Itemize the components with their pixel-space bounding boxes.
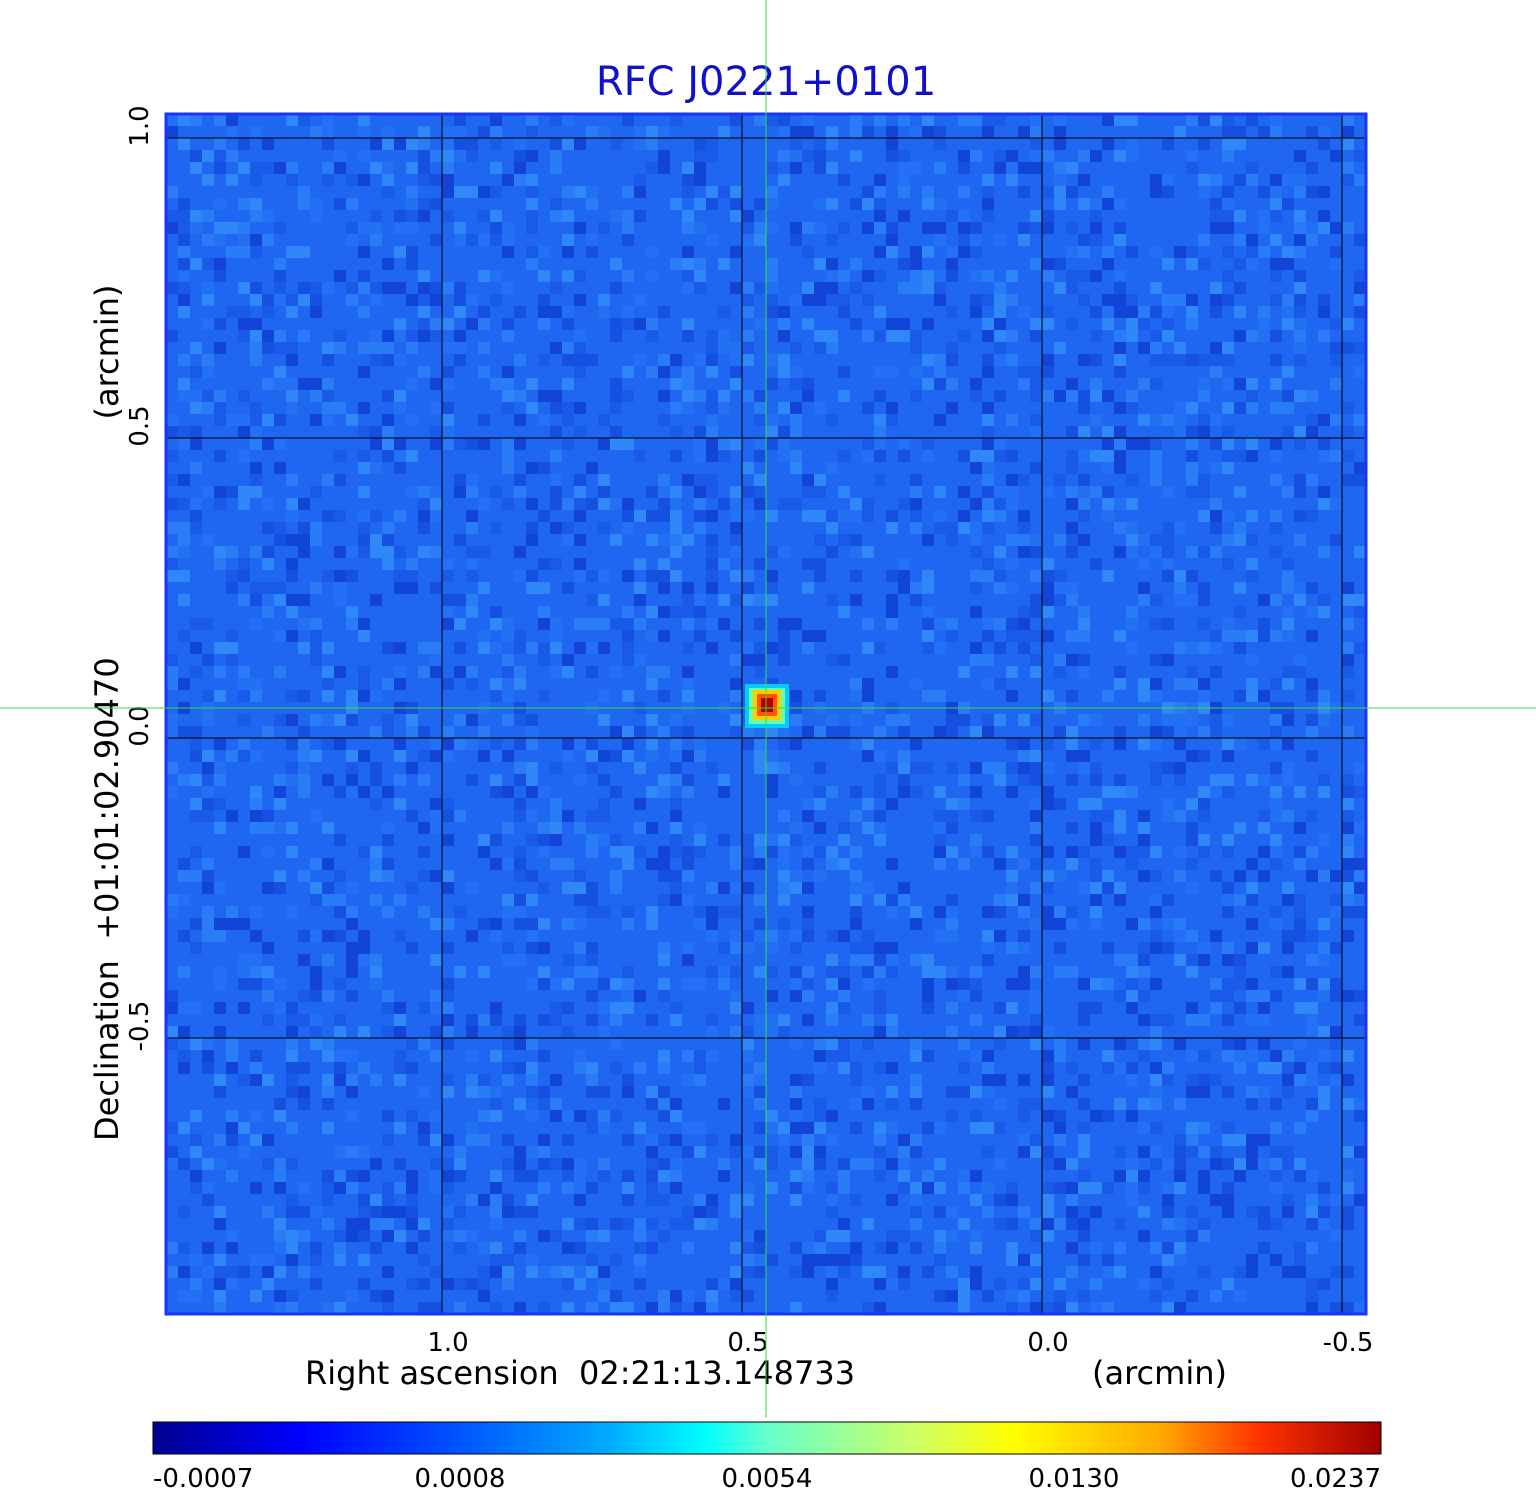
x-tick-label: 0.0 <box>1027 1328 1068 1358</box>
colorbar-tick-label: 0.0054 <box>722 1464 813 1494</box>
y-axis-label: Declination +01:01:02.90470 <box>88 657 126 1141</box>
y-tick-label: -0.5 <box>125 1001 155 1052</box>
colorbar-tick-label: 0.0130 <box>1029 1464 1120 1494</box>
colorbar-tick-label: 0.0008 <box>415 1464 506 1494</box>
y-tick-label: 0.0 <box>125 705 155 746</box>
crosshair <box>0 0 1536 1418</box>
x-tick-label: -0.5 <box>1323 1328 1374 1358</box>
colorbar-tick-labels: -0.0007 0.0008 0.0054 0.0130 0.0237 <box>153 1464 1381 1494</box>
y-tick-label: 1.0 <box>125 105 155 146</box>
source-peak <box>761 698 773 712</box>
y-tick-label: 0.5 <box>125 405 155 446</box>
x-axis-label: Right ascension 02:21:13.148733 <box>305 1354 855 1392</box>
noise-pixels <box>166 114 1366 1314</box>
colorbar <box>152 1421 1382 1455</box>
x-tick-labels: 1.0 0.5 0.0 -0.5 <box>427 1328 1373 1358</box>
colorbar-tick-label: -0.0007 <box>153 1464 253 1494</box>
x-axis-unit: (arcmin) <box>1092 1354 1227 1392</box>
colorbar-tick-label: 0.0237 <box>1290 1464 1381 1494</box>
y-tick-labels: 1.0 0.5 0.0 -0.5 <box>125 105 155 1051</box>
x-tick-label: 0.5 <box>727 1328 768 1358</box>
radio-source <box>745 684 789 728</box>
x-tick-label: 1.0 <box>427 1328 468 1358</box>
y-axis-unit: (arcmin) <box>88 285 126 420</box>
